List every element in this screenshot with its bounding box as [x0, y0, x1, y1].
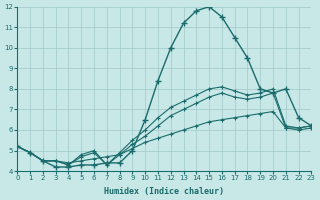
X-axis label: Humidex (Indice chaleur): Humidex (Indice chaleur) — [104, 187, 224, 196]
